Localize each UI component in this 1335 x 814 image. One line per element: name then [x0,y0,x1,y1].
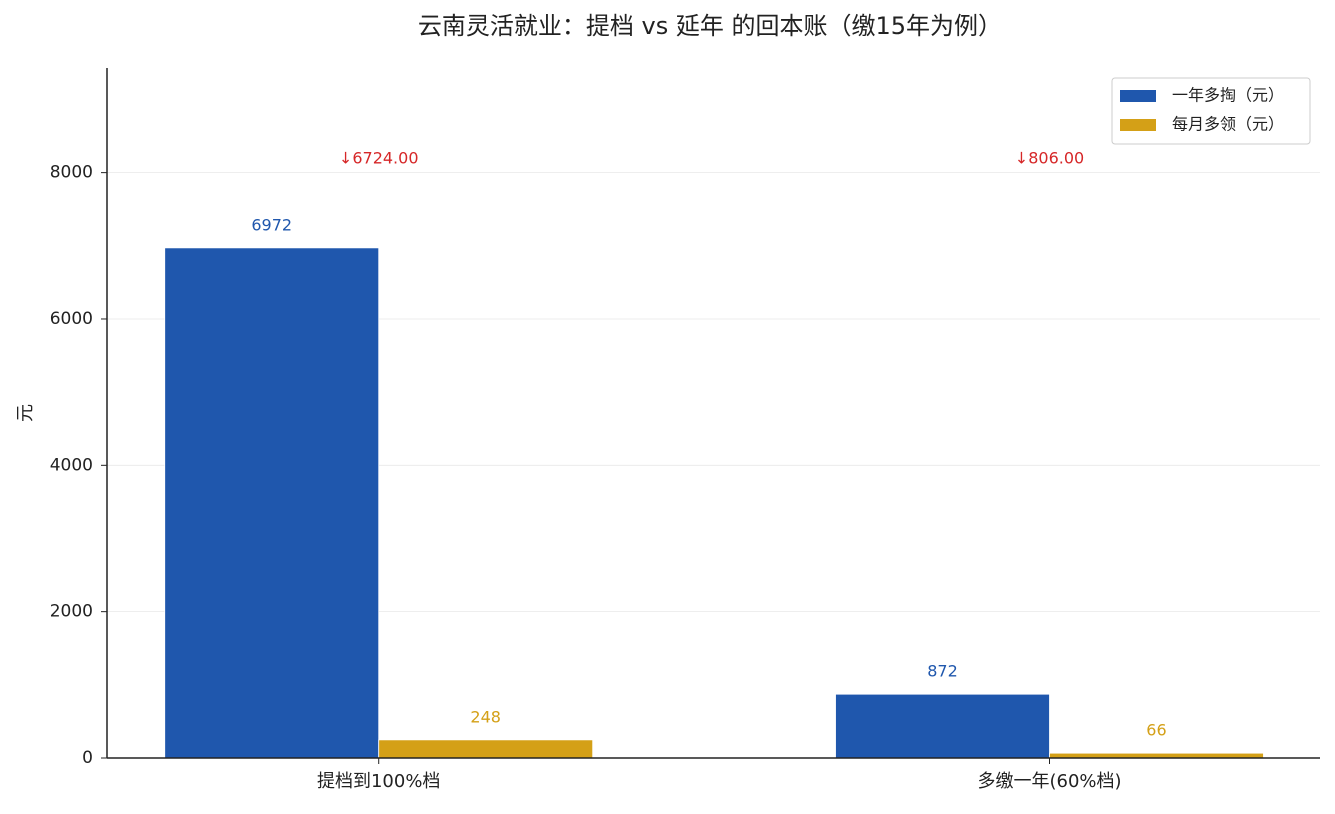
legend-swatch [1120,119,1156,131]
y-tick-label: 8000 [50,163,93,183]
x-tick-label: 提档到100%档 [317,771,440,792]
value-label: 6972 [251,215,292,234]
bar [164,247,380,759]
bar [835,693,1050,759]
legend-label: 一年多掏（元） [1172,86,1284,105]
legend-box [1111,77,1311,145]
legend-label: 每月多领（元） [1172,115,1284,134]
y-tick-label: 2000 [50,602,93,622]
y-tick-label: 6000 [50,309,93,329]
value-label: 872 [927,662,958,681]
value-label: 66 [1146,721,1166,740]
bar [378,739,594,759]
chart-title: 云南灵活就业：提档 vs 延年 的回本账（缴15年为例） [418,12,1002,40]
annotation: ↓6724.00 [339,149,419,168]
y-tick-label: 4000 [50,455,93,475]
annotation: ↓806.00 [1015,149,1084,168]
y-tick-label: 0 [82,748,93,768]
y-axis-label: 元 [15,404,36,422]
legend-swatch [1120,90,1156,102]
value-label: 248 [470,707,501,726]
x-tick-label: 多缴一年(60%档) [977,771,1121,792]
